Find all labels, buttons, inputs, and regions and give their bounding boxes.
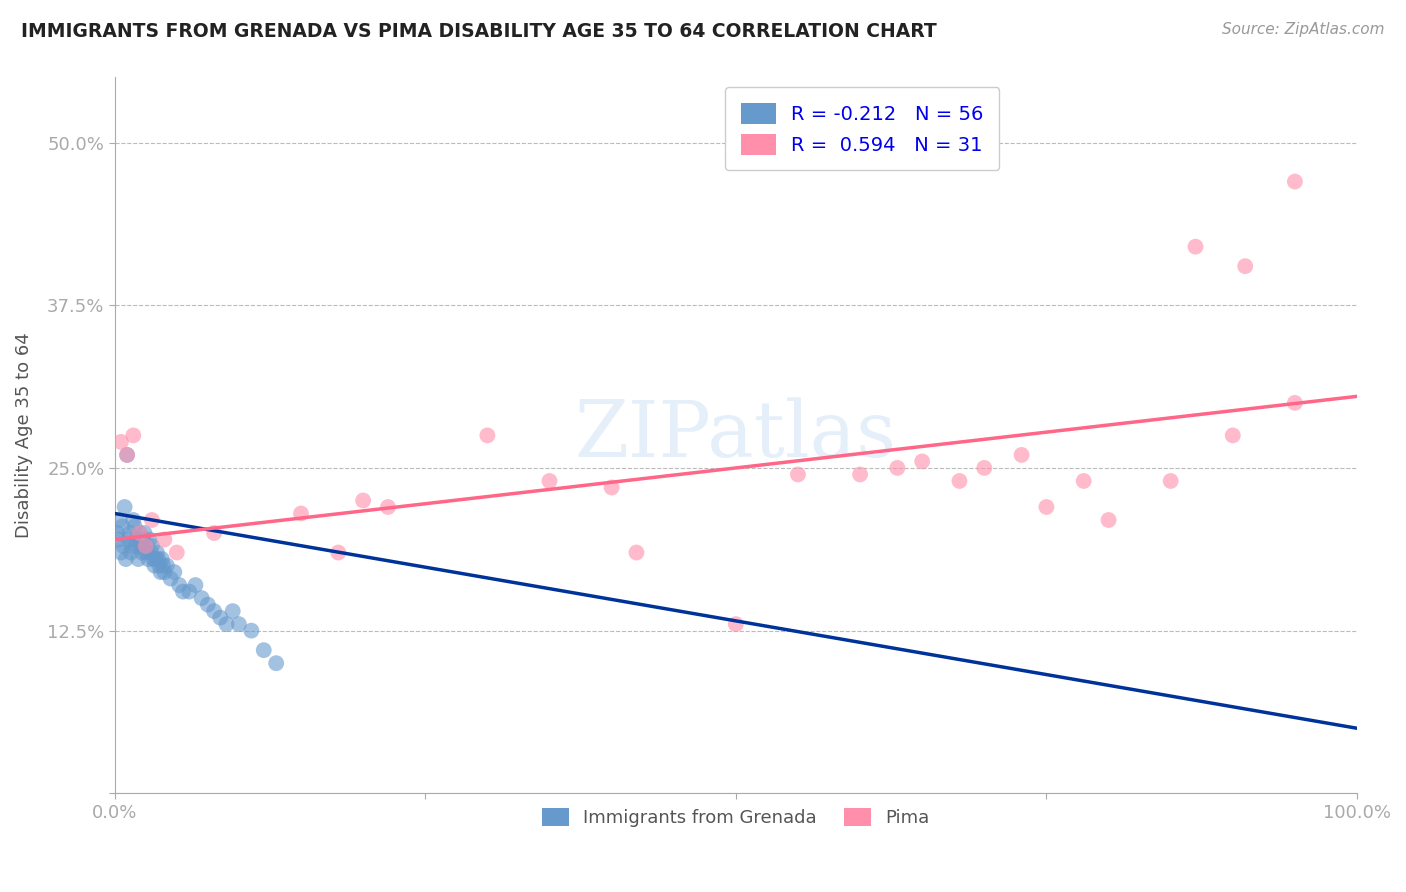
Text: IMMIGRANTS FROM GRENADA VS PIMA DISABILITY AGE 35 TO 64 CORRELATION CHART: IMMIGRANTS FROM GRENADA VS PIMA DISABILI…: [21, 22, 936, 41]
Point: [115, 552, 138, 566]
Point: [626, 545, 648, 559]
Point: [136, 539, 159, 553]
Point: [538, 474, 561, 488]
Point: [911, 454, 934, 468]
Point: [135, 539, 157, 553]
Point: [1284, 175, 1306, 189]
Point: [146, 545, 169, 559]
Point: [215, 617, 238, 632]
Point: [600, 480, 623, 494]
Point: [197, 598, 219, 612]
Point: [108, 513, 131, 527]
Point: [886, 461, 908, 475]
Point: [118, 526, 141, 541]
Point: [724, 617, 747, 632]
Point: [138, 533, 160, 547]
Point: [131, 545, 153, 559]
Point: [202, 604, 225, 618]
Point: [134, 526, 156, 541]
Point: [153, 533, 176, 547]
Point: [125, 533, 148, 547]
Point: [948, 474, 970, 488]
Point: [115, 448, 138, 462]
Point: [122, 513, 145, 527]
Point: [127, 552, 149, 566]
Point: [849, 467, 872, 482]
Text: ZIPatlas: ZIPatlas: [575, 398, 897, 474]
Point: [110, 545, 132, 559]
Point: [139, 545, 162, 559]
Point: [222, 604, 245, 618]
Point: [477, 428, 499, 442]
Point: [1284, 396, 1306, 410]
Point: [1035, 500, 1057, 514]
Point: [1234, 259, 1257, 273]
Point: [1160, 474, 1182, 488]
Point: [145, 552, 167, 566]
Point: [787, 467, 810, 482]
Point: [179, 584, 201, 599]
Point: [120, 545, 142, 559]
Point: [142, 552, 165, 566]
Point: [125, 539, 148, 553]
Point: [228, 617, 250, 632]
Point: [146, 552, 169, 566]
Point: [121, 539, 143, 553]
Point: [1184, 240, 1206, 254]
Point: [264, 656, 287, 670]
Point: [152, 558, 174, 573]
Point: [129, 539, 152, 553]
Point: [149, 565, 172, 579]
Point: [159, 572, 181, 586]
Point: [1073, 474, 1095, 488]
Point: [128, 526, 150, 541]
Point: [202, 526, 225, 541]
Y-axis label: Disability Age 35 to 64: Disability Age 35 to 64: [15, 333, 32, 538]
Point: [166, 545, 188, 559]
Point: [973, 461, 995, 475]
Point: [1011, 448, 1033, 462]
Point: [153, 565, 176, 579]
Point: [377, 500, 399, 514]
Point: [141, 539, 163, 553]
Point: [110, 434, 132, 449]
Point: [190, 591, 212, 606]
Point: [1222, 428, 1244, 442]
Point: [169, 578, 191, 592]
Point: [115, 448, 138, 462]
Point: [148, 558, 170, 573]
Point: [105, 526, 128, 541]
Point: [352, 493, 374, 508]
Point: [132, 533, 155, 547]
Point: [111, 519, 134, 533]
Point: [143, 558, 166, 573]
Point: [136, 552, 159, 566]
Text: Source: ZipAtlas.com: Source: ZipAtlas.com: [1222, 22, 1385, 37]
Point: [141, 513, 163, 527]
Point: [1097, 513, 1119, 527]
Point: [117, 533, 139, 547]
Point: [150, 552, 173, 566]
Point: [328, 545, 350, 559]
Point: [128, 526, 150, 541]
Point: [122, 428, 145, 442]
Point: [240, 624, 263, 638]
Point: [209, 610, 232, 624]
Point: [124, 519, 146, 533]
Point: [290, 507, 312, 521]
Point: [114, 500, 136, 514]
Point: [172, 584, 194, 599]
Point: [184, 578, 207, 592]
Point: [107, 533, 129, 547]
Point: [135, 545, 157, 559]
Point: [163, 565, 186, 579]
Point: [112, 539, 135, 553]
Legend: Immigrants from Grenada, Pima: Immigrants from Grenada, Pima: [534, 801, 936, 834]
Point: [156, 558, 179, 573]
Point: [253, 643, 276, 657]
